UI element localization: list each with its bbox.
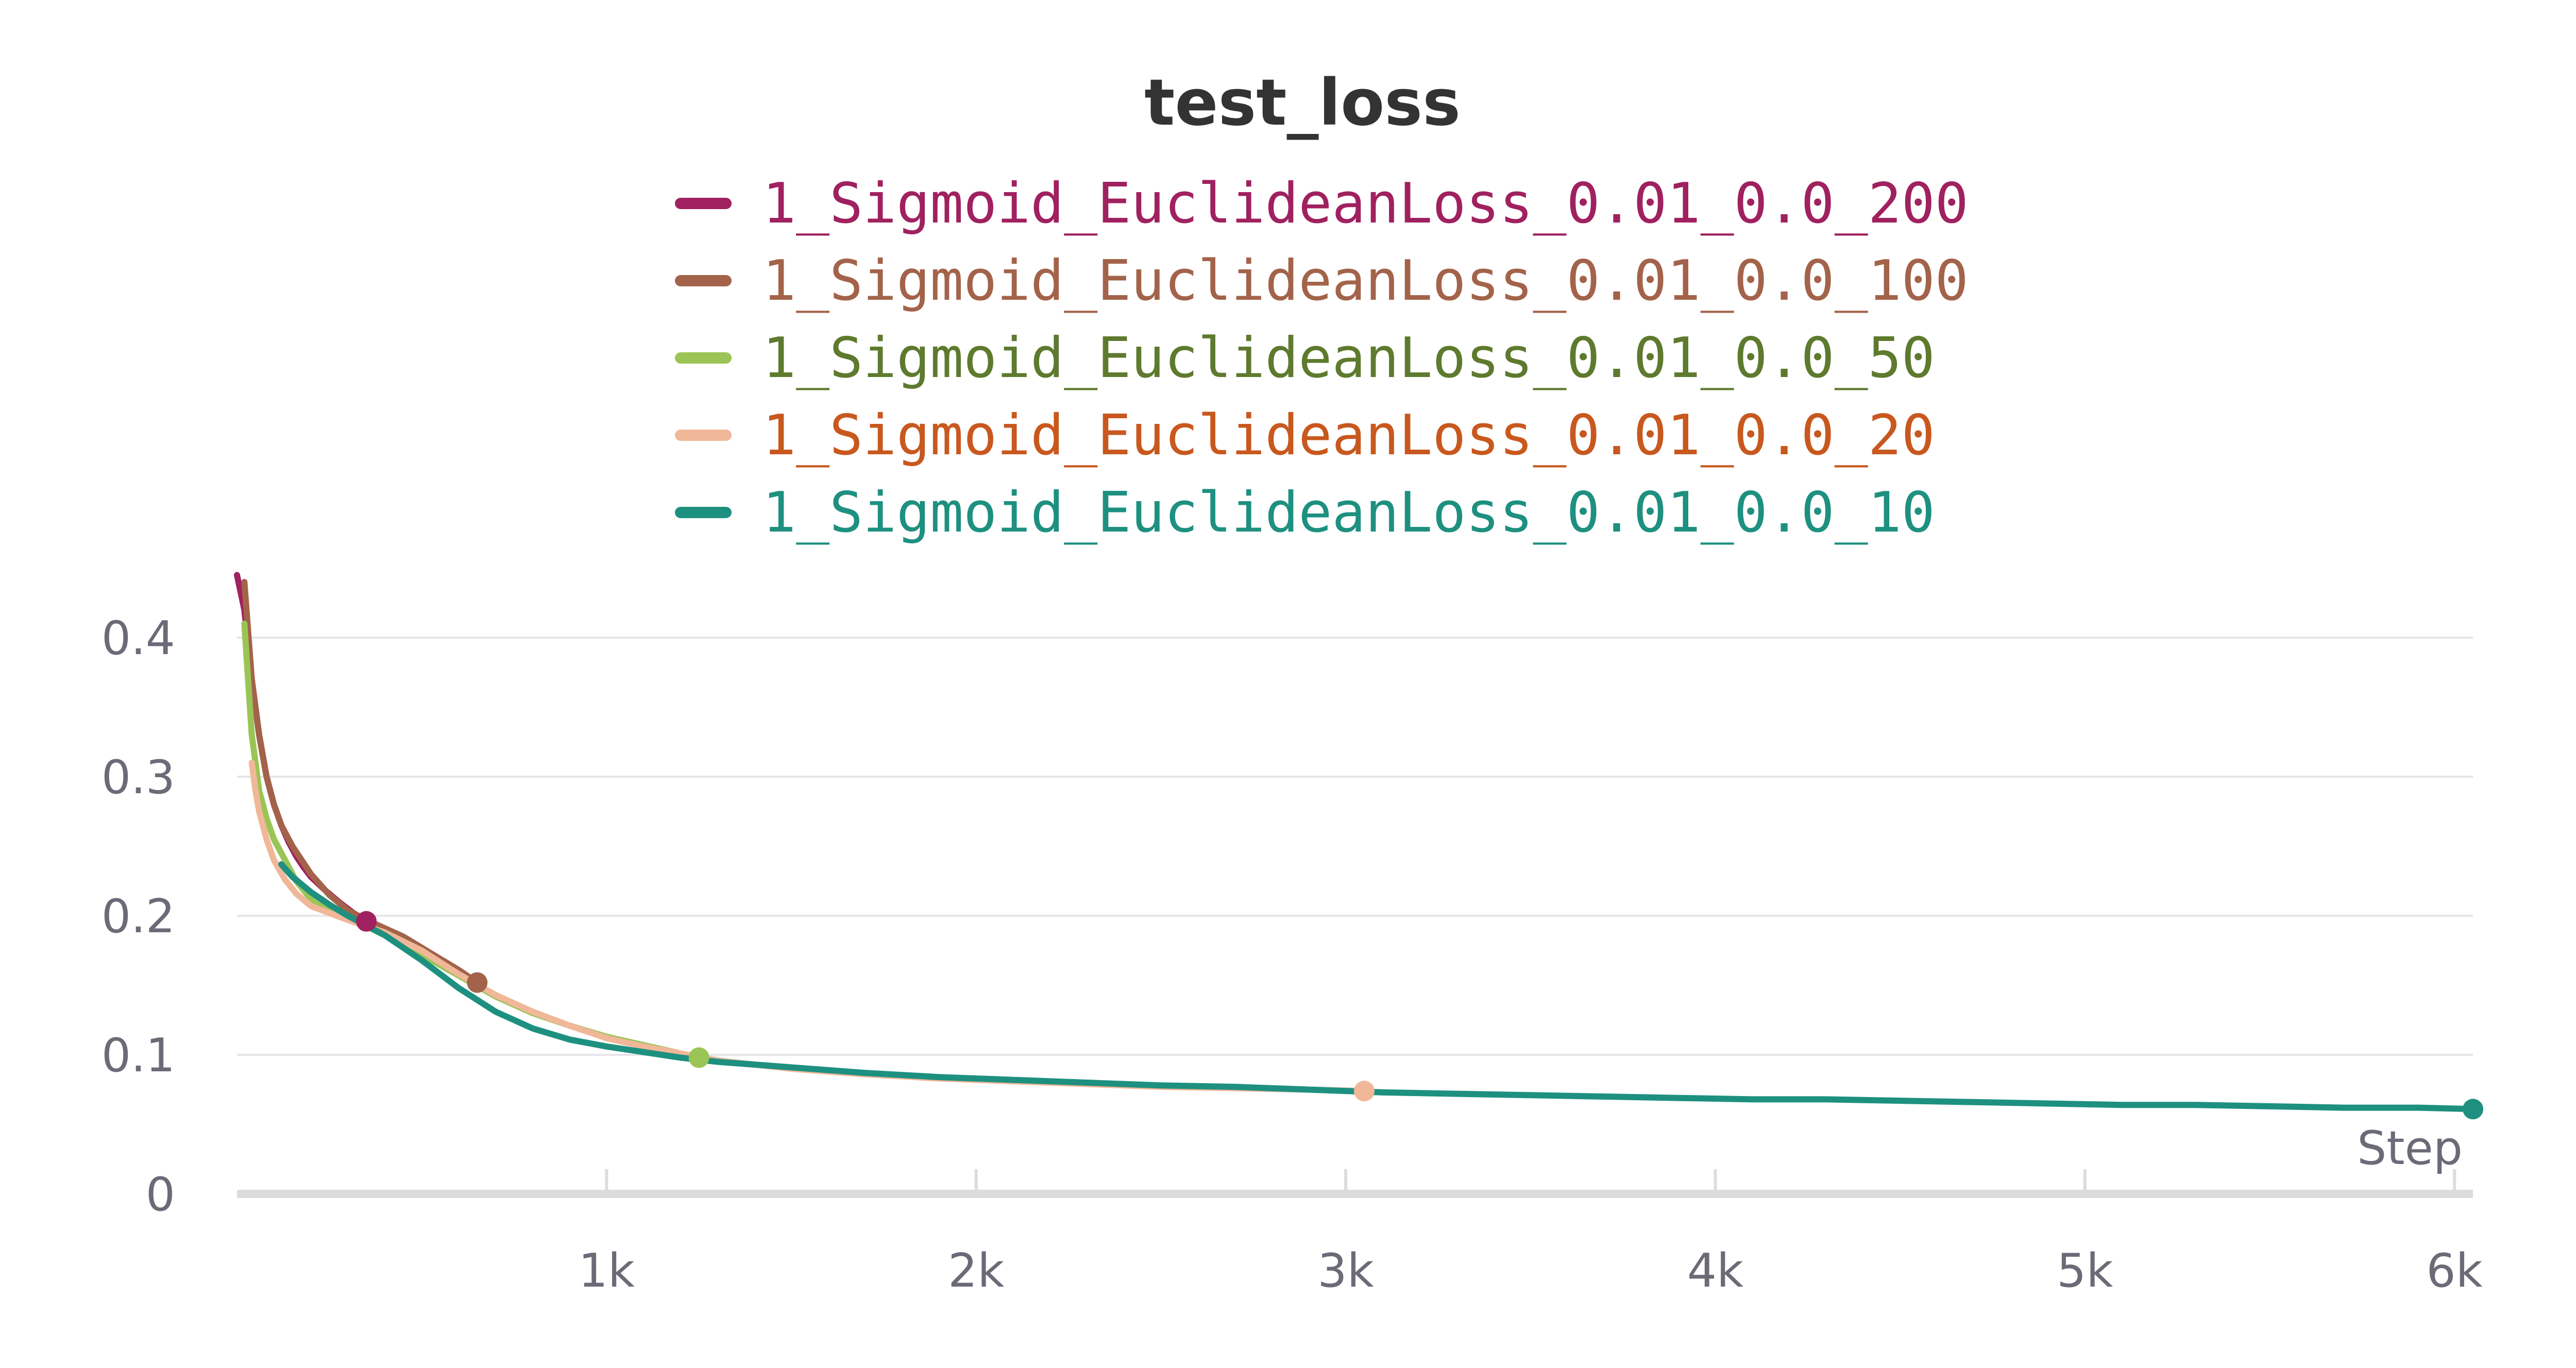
series-end-marker-0 <box>356 911 377 932</box>
axes <box>237 1169 2473 1198</box>
legend-item: 1_Sigmoid_EuclideanLoss_0.01_0.0_200 <box>675 165 1969 242</box>
series-line-4 <box>278 861 2476 1113</box>
legend-swatch <box>675 275 732 286</box>
legend-swatch <box>675 198 732 209</box>
legend-item: 1_Sigmoid_EuclideanLoss_0.01_0.0_50 <box>675 319 1935 397</box>
series-end-marker-3 <box>1353 1081 1375 1102</box>
series-end-marker-2 <box>688 1047 709 1068</box>
legend-label: 1_Sigmoid_EuclideanLoss_0.01_0.0_10 <box>762 480 1935 545</box>
series-end-marker-1 <box>467 972 488 993</box>
legend-label: 1_Sigmoid_EuclideanLoss_0.01_0.0_20 <box>762 403 1935 468</box>
legend-label: 1_Sigmoid_EuclideanLoss_0.01_0.0_200 <box>762 171 1969 236</box>
y-tick-label: 0.2 <box>101 890 175 944</box>
chart-title: test_loss <box>1144 66 1461 140</box>
legend-item: 1_Sigmoid_EuclideanLoss_0.01_0.0_100 <box>675 242 1969 319</box>
y-tick-label: 0.1 <box>101 1029 175 1083</box>
y-tick-label: 0.4 <box>101 611 175 665</box>
legend-label: 1_Sigmoid_EuclideanLoss_0.01_0.0_50 <box>762 326 1935 390</box>
legend-item: 1_Sigmoid_EuclideanLoss_0.01_0.0_10 <box>675 474 1935 551</box>
legend-swatch <box>675 507 732 518</box>
x-tick-label: 2k <box>948 1244 1004 1298</box>
y-tick-label: 0.3 <box>101 750 175 805</box>
grid-lines <box>237 637 2473 1056</box>
x-tick-label: 3k <box>1317 1244 1374 1298</box>
x-tick-label: 6k <box>2426 1244 2482 1298</box>
series-end-marker-4 <box>2463 1099 2483 1120</box>
x-tick-label: 5k <box>2057 1244 2113 1298</box>
series-line-3 <box>248 760 1367 1095</box>
legend-label: 1_Sigmoid_EuclideanLoss_0.01_0.0_100 <box>762 248 1969 313</box>
x-tick-label: 4k <box>1687 1244 1743 1298</box>
legend-item: 1_Sigmoid_EuclideanLoss_0.01_0.0_20 <box>675 397 1935 474</box>
x-tick-label: 1k <box>579 1244 635 1298</box>
tick-labels: 0 0.1 0.2 0.3 0.4 1k 2k 3k 4k 5k 6k Step <box>101 611 2483 1298</box>
x-axis-label: Step <box>2357 1121 2463 1175</box>
series-lines <box>234 572 2476 1113</box>
series-end-markers <box>356 911 2483 1120</box>
y-tick-label: 0 <box>146 1168 175 1222</box>
legend-swatch <box>675 430 732 441</box>
legend-swatch <box>675 352 732 364</box>
series-line-2 <box>241 621 702 1061</box>
